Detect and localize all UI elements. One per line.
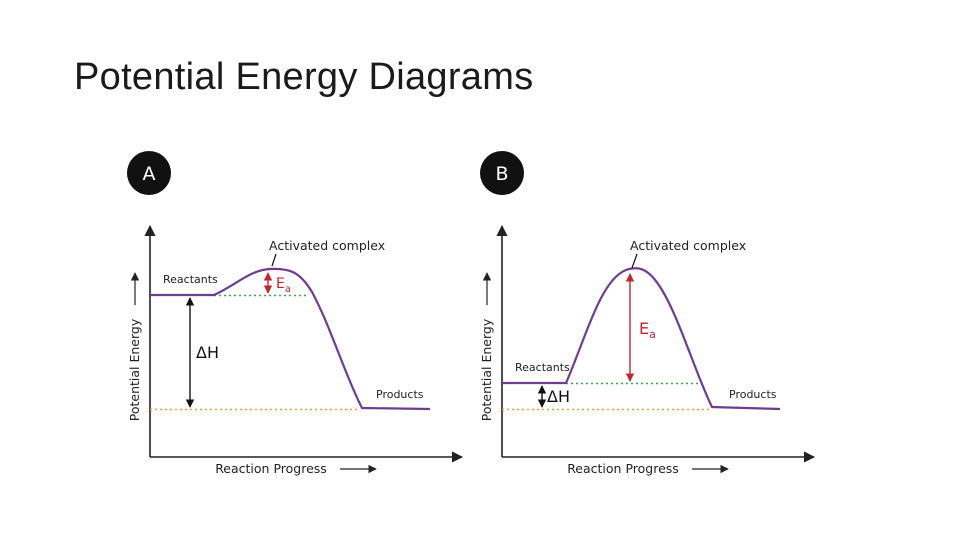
energy-curve-a xyxy=(150,267,431,411)
energy-curve-b xyxy=(502,267,781,411)
activated-complex-label-a: Activated complex xyxy=(269,238,385,253)
badge-a-label: A xyxy=(143,163,156,185)
products-label-b: Products xyxy=(729,388,777,401)
ea-label-a: Ea xyxy=(276,276,291,295)
ea-label-b: Ea xyxy=(639,319,656,341)
activated-complex-pointer-b xyxy=(631,253,638,269)
badge-b-label: B xyxy=(495,163,508,185)
y-axis-label-b: Potential Energy xyxy=(479,318,494,421)
badge-b: B xyxy=(480,151,524,195)
reactants-label-a: Reactants xyxy=(163,273,218,286)
x-axis-label-b: Reaction Progress xyxy=(567,461,679,476)
activated-complex-label-b: Activated complex xyxy=(630,238,746,253)
delta-h-label-a: ΔH xyxy=(196,343,219,362)
delta-h-label-b: ΔH xyxy=(547,387,570,406)
x-axis-label-a: Reaction Progress xyxy=(215,461,327,476)
slide-title: Potential Energy Diagrams xyxy=(74,56,534,98)
badge-a: A xyxy=(127,151,171,195)
reactants-label-b: Reactants xyxy=(515,361,570,374)
y-axis-label-a: Potential Energy xyxy=(127,318,142,421)
diagram-a: A Potential Energy Reaction Progress Rea… xyxy=(127,151,464,476)
diagram-b: B Potential Energy Reaction Progress Rea… xyxy=(479,151,816,476)
products-label-a: Products xyxy=(376,388,424,401)
activated-complex-pointer-a xyxy=(271,253,277,267)
